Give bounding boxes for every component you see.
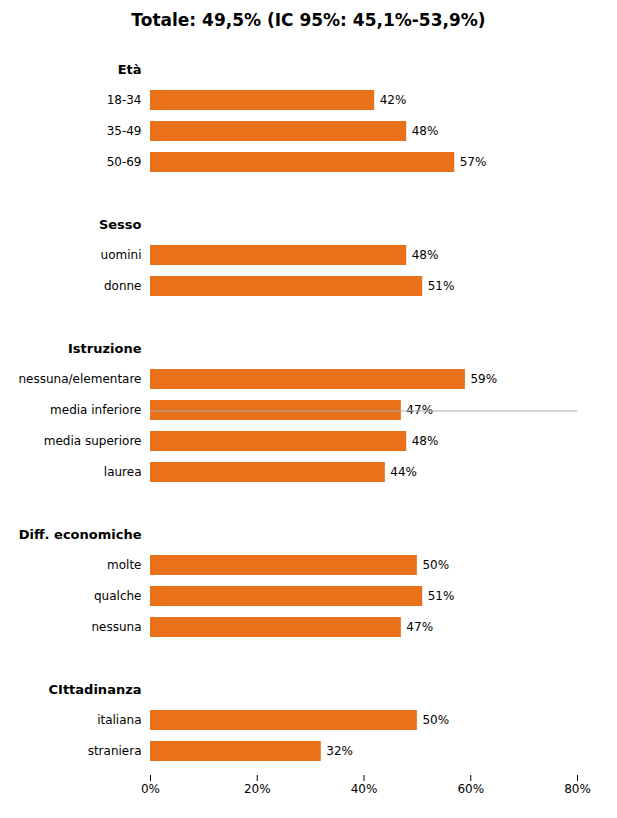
html-text:Totale: 49,5% (IC 95%: 45,1%-5: Totale: 49,5% (IC 95%: 45,1%-53,9%)	[131, 10, 486, 30]
svg-text:laurea: laurea	[104, 465, 142, 479]
svg-text:CIttadinanza: CIttadinanza	[49, 682, 142, 697]
svg-text:47%: 47%	[406, 403, 433, 417]
svg-text:57%: 57%	[460, 155, 487, 169]
svg-text:media superiore: media superiore	[44, 434, 142, 448]
svg-text:Diff. economiche: Diff. economiche	[19, 527, 142, 542]
svg-text:47%: 47%	[406, 620, 433, 634]
svg-text:50%: 50%	[422, 558, 449, 572]
svg-text:50%: 50%	[422, 713, 449, 727]
svg-text:straniera: straniera	[88, 744, 142, 758]
svg-text:nessuna: nessuna	[91, 620, 141, 634]
svg-text:60%: 60%	[457, 782, 484, 796]
svg-text:32%: 32%	[326, 744, 353, 758]
svg-text:qualche: qualche	[94, 589, 142, 603]
svg-text:molte: molte	[107, 558, 141, 572]
svg-text:51%: 51%	[428, 589, 455, 603]
svg-text:80%: 80%	[564, 782, 591, 796]
svg-text:nessuna/elementare: nessuna/elementare	[19, 372, 142, 386]
svg-text:0%: 0%	[141, 782, 160, 796]
svg-text:48%: 48%	[412, 248, 439, 262]
svg-text:20%: 20%	[244, 782, 271, 796]
svg-text:51%: 51%	[428, 279, 455, 293]
svg-text:50-69: 50-69	[107, 155, 142, 169]
svg-text:35-49: 35-49	[107, 124, 142, 138]
svg-text:42%: 42%	[380, 93, 407, 107]
svg-text:media inferiore: media inferiore	[50, 403, 141, 417]
svg-text:18-34: 18-34	[107, 93, 142, 107]
svg-text:Sesso: Sesso	[99, 217, 142, 232]
svg-text:44%: 44%	[390, 465, 417, 479]
svg-text:Età: Età	[118, 62, 142, 77]
svg-text:40%: 40%	[351, 782, 378, 796]
svg-text:uomini: uomini	[101, 248, 142, 262]
svg-text:48%: 48%	[412, 434, 439, 448]
svg-text:donne: donne	[104, 279, 142, 293]
svg-text:59%: 59%	[470, 372, 497, 386]
svg-text:Istruzione: Istruzione	[68, 341, 142, 356]
svg-text:italiana: italiana	[97, 713, 141, 727]
svg-text:48%: 48%	[412, 124, 439, 138]
